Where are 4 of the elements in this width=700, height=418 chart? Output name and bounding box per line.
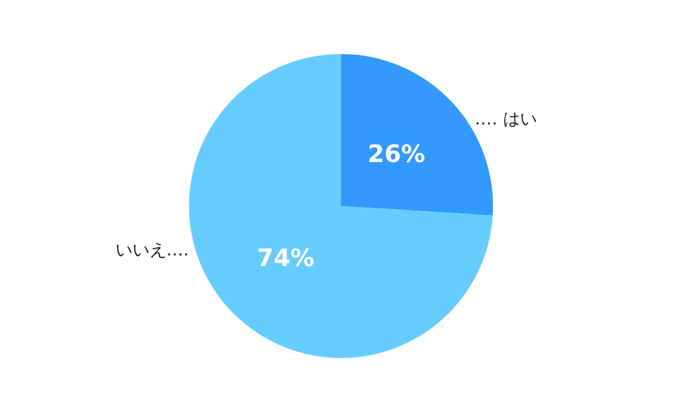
slice-label: いいえ‥‥ xyxy=(115,240,189,261)
slice-label: ‥‥ はい xyxy=(474,109,537,130)
data-label: 74% xyxy=(256,244,314,272)
data-label: 26% xyxy=(368,140,426,168)
